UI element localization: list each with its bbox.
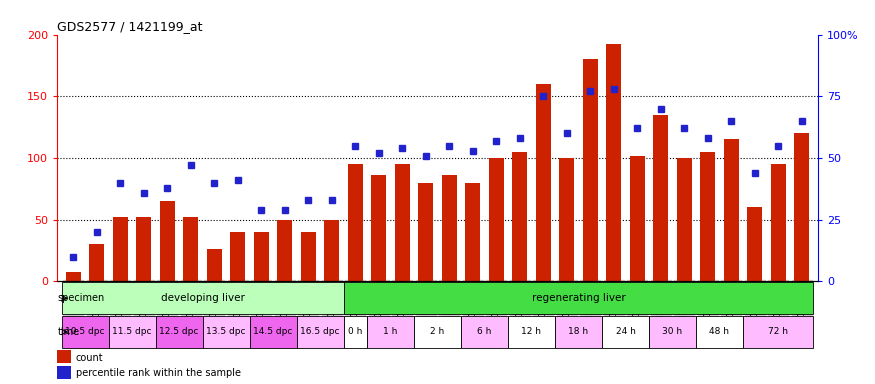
Text: 2 h: 2 h [430,328,444,336]
Text: percentile rank within the sample: percentile rank within the sample [76,368,241,378]
Bar [743,316,814,348]
Bar [344,316,367,348]
Bar [277,220,292,281]
Bar [418,183,433,281]
Bar [649,316,696,348]
Text: 16.5 dpc: 16.5 dpc [300,328,340,336]
Bar [367,316,414,348]
Bar [301,232,316,281]
Text: 1 h: 1 h [383,328,398,336]
Text: 12 h: 12 h [522,328,542,336]
Bar [202,316,249,348]
Bar [461,316,508,348]
Text: 10.5 dpc: 10.5 dpc [66,328,105,336]
Text: developing liver: developing liver [161,293,244,303]
Bar [66,271,81,281]
Bar [297,316,344,348]
Bar [347,164,363,281]
Bar [583,59,598,281]
Bar [488,158,504,281]
Text: time: time [58,327,80,337]
Bar [371,175,387,281]
Bar [630,156,645,281]
Bar [344,282,814,314]
Bar [676,158,692,281]
Bar [206,249,222,281]
Bar [254,232,269,281]
Bar [57,350,71,363]
Bar [159,201,175,281]
Bar [57,366,71,379]
Text: 30 h: 30 h [662,328,682,336]
Bar [559,158,574,281]
Bar [61,316,108,348]
Bar [602,316,649,348]
Text: 13.5 dpc: 13.5 dpc [206,328,246,336]
Bar [230,232,245,281]
Bar [89,244,104,281]
Bar [794,133,809,281]
Text: 24 h: 24 h [615,328,635,336]
Text: 12.5 dpc: 12.5 dpc [159,328,199,336]
Bar [156,316,202,348]
Bar [696,316,743,348]
Text: GDS2577 / 1421199_at: GDS2577 / 1421199_at [57,20,202,33]
Bar [113,217,128,281]
Bar [771,164,786,281]
Bar [747,207,762,281]
Text: 0 h: 0 h [348,328,362,336]
Bar [724,139,738,281]
Bar [395,164,410,281]
Text: regenerating liver: regenerating liver [532,293,626,303]
Bar [442,175,457,281]
Bar [249,316,297,348]
Text: 18 h: 18 h [569,328,589,336]
Bar [606,45,621,281]
Text: 14.5 dpc: 14.5 dpc [254,328,293,336]
Bar [466,183,480,281]
Text: 11.5 dpc: 11.5 dpc [112,328,151,336]
Bar [136,217,151,281]
Bar [183,217,199,281]
Bar [555,316,602,348]
Bar [700,152,716,281]
Text: count: count [76,353,103,362]
Bar [512,152,528,281]
Bar [536,84,551,281]
Bar [324,220,340,281]
Bar [414,316,461,348]
Bar [61,282,344,314]
Bar [108,316,156,348]
Bar [508,316,555,348]
Text: 48 h: 48 h [710,328,730,336]
Text: 72 h: 72 h [768,328,788,336]
Text: specimen: specimen [58,293,105,303]
Bar [653,115,668,281]
Text: 6 h: 6 h [477,328,492,336]
